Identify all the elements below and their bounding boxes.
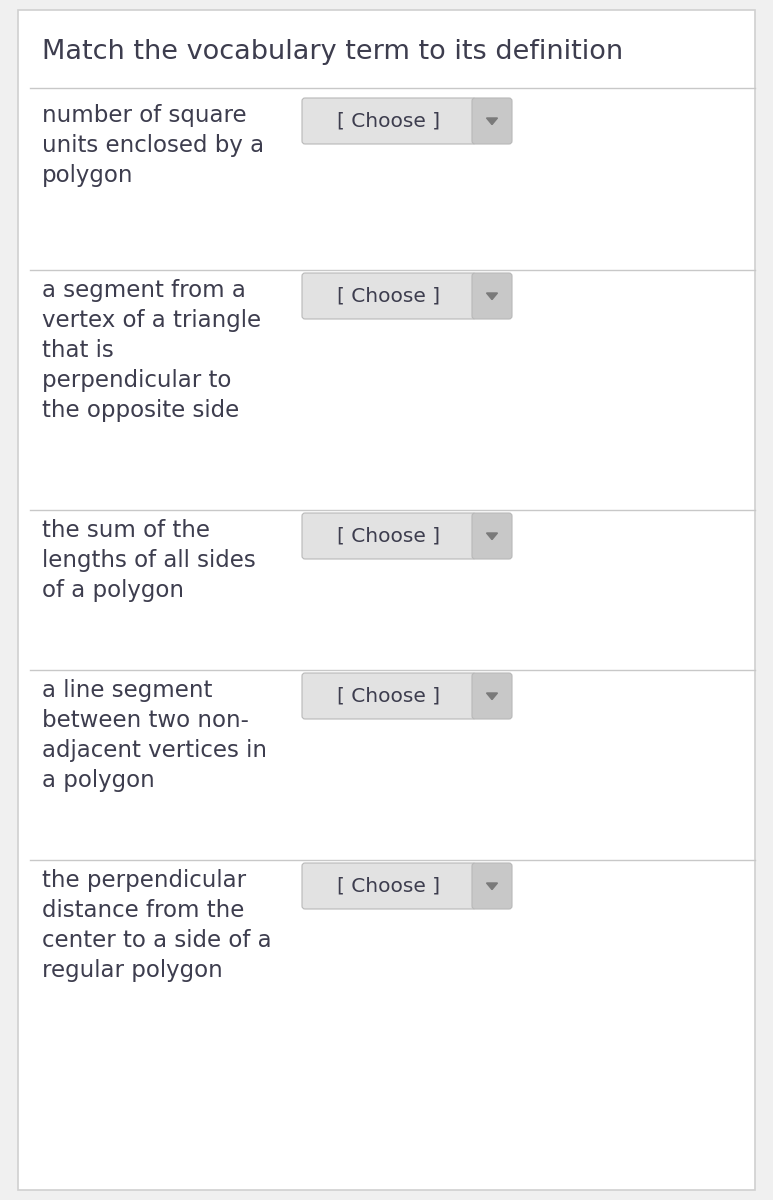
FancyBboxPatch shape	[302, 514, 476, 559]
Text: perpendicular to: perpendicular to	[42, 370, 231, 392]
Polygon shape	[486, 293, 498, 300]
Polygon shape	[486, 692, 498, 700]
Text: the sum of the: the sum of the	[42, 518, 210, 542]
Text: adjacent vertices in: adjacent vertices in	[42, 739, 267, 762]
FancyBboxPatch shape	[472, 673, 512, 719]
Text: number of square: number of square	[42, 104, 247, 127]
FancyBboxPatch shape	[472, 863, 512, 910]
Text: [ Choose ]: [ Choose ]	[338, 686, 441, 706]
Text: distance from the: distance from the	[42, 899, 244, 922]
Text: lengths of all sides: lengths of all sides	[42, 550, 256, 572]
Polygon shape	[486, 118, 498, 125]
Text: a segment from a: a segment from a	[42, 278, 246, 302]
Text: polygon: polygon	[42, 164, 134, 187]
FancyBboxPatch shape	[472, 272, 512, 319]
Text: [ Choose ]: [ Choose ]	[338, 112, 441, 131]
FancyBboxPatch shape	[472, 98, 512, 144]
Text: [ Choose ]: [ Choose ]	[338, 876, 441, 895]
Polygon shape	[486, 533, 498, 540]
Text: the perpendicular: the perpendicular	[42, 869, 246, 892]
Text: a polygon: a polygon	[42, 769, 155, 792]
Text: Match the vocabulary term to its definition: Match the vocabulary term to its definit…	[42, 38, 623, 65]
Text: units enclosed by a: units enclosed by a	[42, 134, 264, 157]
Text: regular polygon: regular polygon	[42, 959, 223, 982]
FancyBboxPatch shape	[472, 514, 512, 559]
FancyBboxPatch shape	[302, 98, 476, 144]
Text: of a polygon: of a polygon	[42, 578, 184, 602]
Polygon shape	[486, 883, 498, 889]
Text: a line segment: a line segment	[42, 679, 213, 702]
Text: center to a side of a: center to a side of a	[42, 929, 271, 952]
Text: between two non-: between two non-	[42, 709, 249, 732]
Text: [ Choose ]: [ Choose ]	[338, 287, 441, 306]
Text: [ Choose ]: [ Choose ]	[338, 527, 441, 546]
Text: the opposite side: the opposite side	[42, 398, 240, 422]
Text: vertex of a triangle: vertex of a triangle	[42, 308, 261, 332]
FancyBboxPatch shape	[302, 272, 476, 319]
FancyBboxPatch shape	[302, 673, 476, 719]
Text: that is: that is	[42, 338, 114, 362]
FancyBboxPatch shape	[302, 863, 476, 910]
